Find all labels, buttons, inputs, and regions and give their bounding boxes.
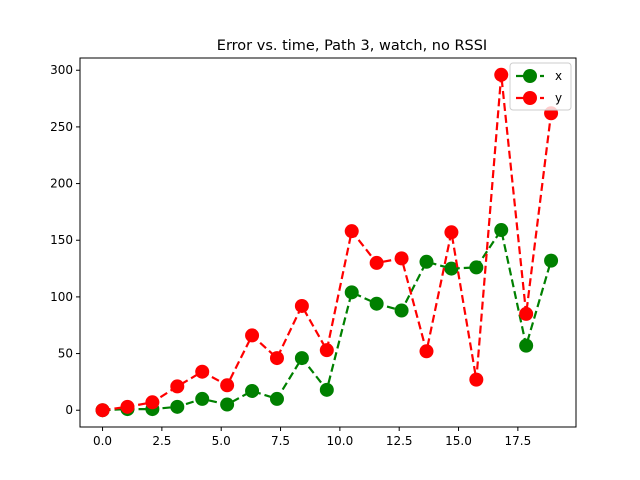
legend-entry-x: x xyxy=(516,69,562,83)
series-layer xyxy=(95,67,559,418)
data-point-y-10 xyxy=(344,224,359,239)
data-point-x-10 xyxy=(344,285,359,300)
y-tick-label: 150 xyxy=(50,233,73,247)
data-point-y-1 xyxy=(120,399,135,414)
plot-frame xyxy=(79,57,577,428)
data-point-y-9 xyxy=(319,343,334,358)
data-point-y-0 xyxy=(95,403,110,418)
data-point-y-16 xyxy=(494,67,509,82)
data-point-y-12 xyxy=(394,251,409,266)
data-point-y-13 xyxy=(419,344,434,359)
data-point-y-6 xyxy=(245,328,260,343)
y-tick-label: 200 xyxy=(50,177,73,191)
x-tick-label: 2.5 xyxy=(152,434,171,448)
y-tick-label: 100 xyxy=(50,290,73,304)
data-point-x-12 xyxy=(394,303,409,318)
chart-title: Error vs. time, Path 3, watch, no RSSI xyxy=(217,38,487,54)
data-point-x-16 xyxy=(494,223,509,238)
data-point-x-6 xyxy=(245,383,260,398)
data-point-y-11 xyxy=(369,255,384,270)
data-point-x-13 xyxy=(419,254,434,269)
data-point-y-5 xyxy=(220,378,235,393)
data-point-x-5 xyxy=(220,397,235,412)
x-tick-label: 12.5 xyxy=(386,434,413,448)
data-point-x-11 xyxy=(369,296,384,311)
data-point-x-9 xyxy=(319,382,334,397)
data-point-x-15 xyxy=(469,260,484,275)
y-tick-label: 0 xyxy=(65,403,73,417)
legend-marker-y xyxy=(523,91,537,105)
data-point-x-18 xyxy=(544,253,559,268)
data-point-x-17 xyxy=(519,338,534,353)
x-tick-label: 7.5 xyxy=(271,434,290,448)
legend-label-y: y xyxy=(555,91,562,105)
y-tick-label: 300 xyxy=(50,63,73,77)
data-point-y-2 xyxy=(145,395,160,410)
data-point-x-7 xyxy=(269,391,284,406)
data-point-x-4 xyxy=(195,391,210,406)
data-point-y-7 xyxy=(269,351,284,366)
data-point-x-3 xyxy=(170,399,185,414)
data-point-x-8 xyxy=(294,351,309,366)
data-point-x-14 xyxy=(444,261,459,276)
y-tick-label: 50 xyxy=(58,347,73,361)
y-tick-label: 250 xyxy=(50,120,73,134)
data-point-y-14 xyxy=(444,225,459,240)
legend-marker-x xyxy=(523,69,537,83)
series-y xyxy=(95,67,559,418)
x-tick-label: 15.0 xyxy=(445,434,472,448)
data-point-y-15 xyxy=(469,372,484,387)
x-tick-label: 0.0 xyxy=(93,434,112,448)
legend-entry-y: y xyxy=(516,91,562,105)
axes-layer: 0.0 2.5 5.0 7.5 10.0 12.5 15.0 17.5 0 50 100 150 200… xyxy=(50,57,577,448)
legend-label-x: x xyxy=(555,69,562,83)
legend: xy xyxy=(509,62,572,111)
data-point-y-8 xyxy=(294,298,309,313)
data-point-y-17 xyxy=(519,306,534,321)
x-tick-label: 10.0 xyxy=(327,434,354,448)
x-tick-label: 5.0 xyxy=(212,434,231,448)
data-point-y-4 xyxy=(195,364,210,379)
x-tick-label: 17.5 xyxy=(504,434,531,448)
data-point-y-3 xyxy=(170,379,185,394)
